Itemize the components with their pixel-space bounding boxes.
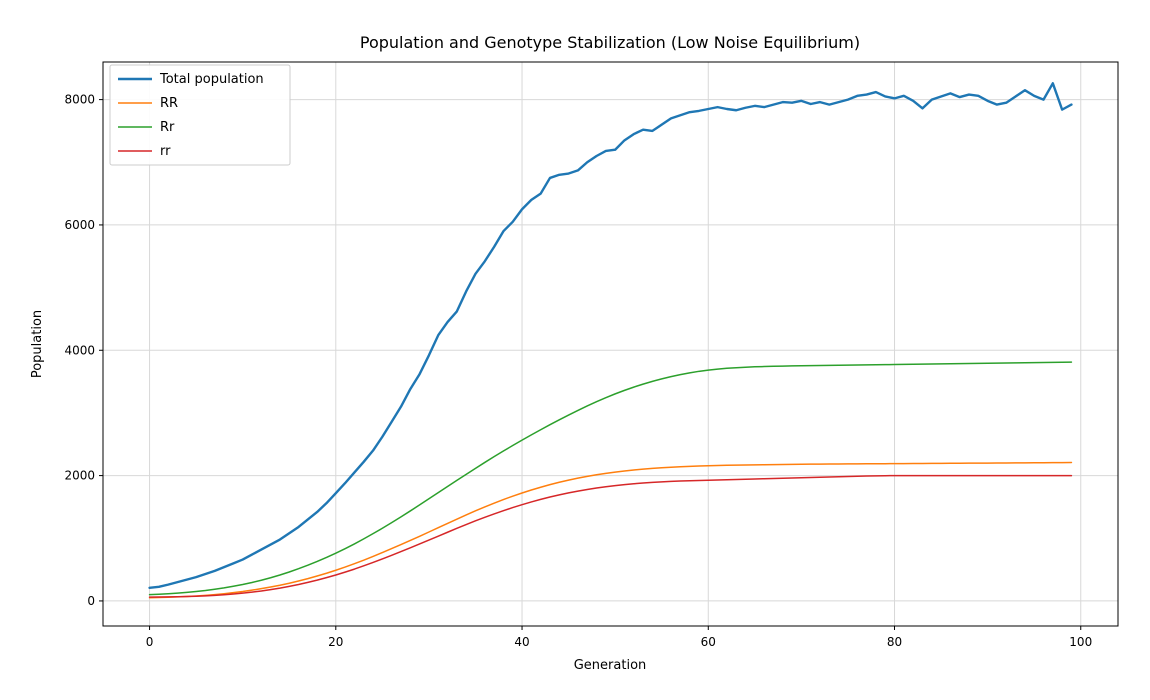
legend-box (109, 64, 291, 166)
series-line-rr (148, 361, 1073, 596)
series-lines (148, 82, 1073, 599)
y-tick-label-2000: 2000 (64, 469, 95, 483)
y-tick-label-4000: 4000 (64, 343, 95, 357)
legend-label-total-population: Total population (159, 72, 264, 87)
x-tick-label-20: 20 (328, 635, 343, 649)
legend-items: Total population RR Rr rr (118, 72, 264, 159)
legend-label-rr: rr (160, 144, 171, 159)
series-line-rr (148, 461, 1073, 599)
legend: Total population RR Rr rr (109, 64, 291, 166)
y-tick-label-8000: 8000 (64, 93, 95, 107)
series-line-total-population (148, 82, 1073, 589)
y-axis-ticks: 0 2000 4000 6000 8000 (64, 93, 103, 608)
x-axis-ticks: 0 20 40 60 80 100 (146, 626, 1092, 649)
x-tick-label-60: 60 (701, 635, 716, 649)
y-tick-label-0: 0 (87, 594, 95, 608)
series-line-rr (148, 474, 1073, 598)
chart-title: Population and Genotype Stabilization (L… (360, 33, 860, 52)
x-tick-label-80: 80 (887, 635, 902, 649)
x-tick-label-100: 100 (1069, 635, 1092, 649)
y-tick-label-6000: 6000 (64, 218, 95, 232)
x-tick-label-0: 0 (146, 635, 154, 649)
plot-area-frame (102, 61, 1119, 627)
x-axis-label: Generation (574, 658, 647, 673)
legend-label-rr: Rr (160, 120, 175, 135)
legend-label-rr: RR (160, 96, 178, 111)
y-axis-label: Population (30, 310, 45, 378)
x-tick-label-40: 40 (514, 635, 529, 649)
grid-lines (103, 62, 1118, 626)
